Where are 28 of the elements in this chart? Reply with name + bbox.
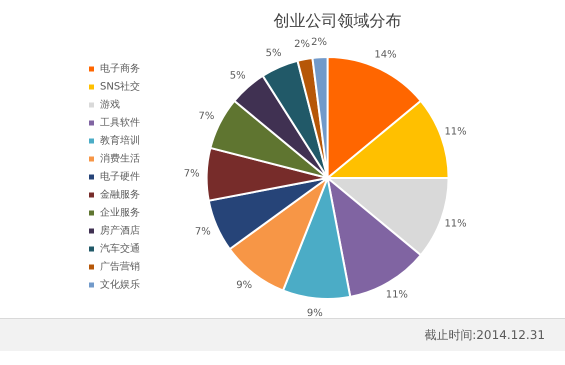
legend-label: 电子商务 [100,62,140,75]
data-label: 9% [306,308,323,319]
legend-label: 广告营销 [100,260,140,273]
text: 截止时间:2014.12.31 [424,326,545,344]
data-label: 7% [194,226,211,238]
data-label: 11% [386,290,408,301]
data-label: 7% [198,110,214,122]
legend-label: 金融服务 [100,188,140,201]
legend-label: 企业服务 [100,206,140,219]
legend-label: SNS社交 [100,80,140,93]
data-label: 9% [236,280,252,292]
data-label: 5% [266,48,282,59]
legend-label: 教育培训 [100,134,140,147]
legend-label: 房产酒店 [100,224,140,237]
data-label: 11% [444,126,467,138]
data-label: 11% [444,218,467,230]
legend-label: 工具软件 [100,116,140,129]
legend-label: 游戏 [100,98,120,111]
data-label: 2% [294,39,310,50]
legend-label: 消费生活 [100,152,140,165]
data-label: 14% [374,50,397,61]
legend-label: 汽车交通 [100,242,140,255]
chart-title: 创业公司领域分布 [272,10,402,32]
data-label: 7% [184,168,200,180]
legend-label: 文化娱乐 [100,278,140,291]
data-label: 5% [230,70,246,82]
data-label: 2% [311,36,327,48]
legend-label: 电子硬件 [100,170,140,183]
